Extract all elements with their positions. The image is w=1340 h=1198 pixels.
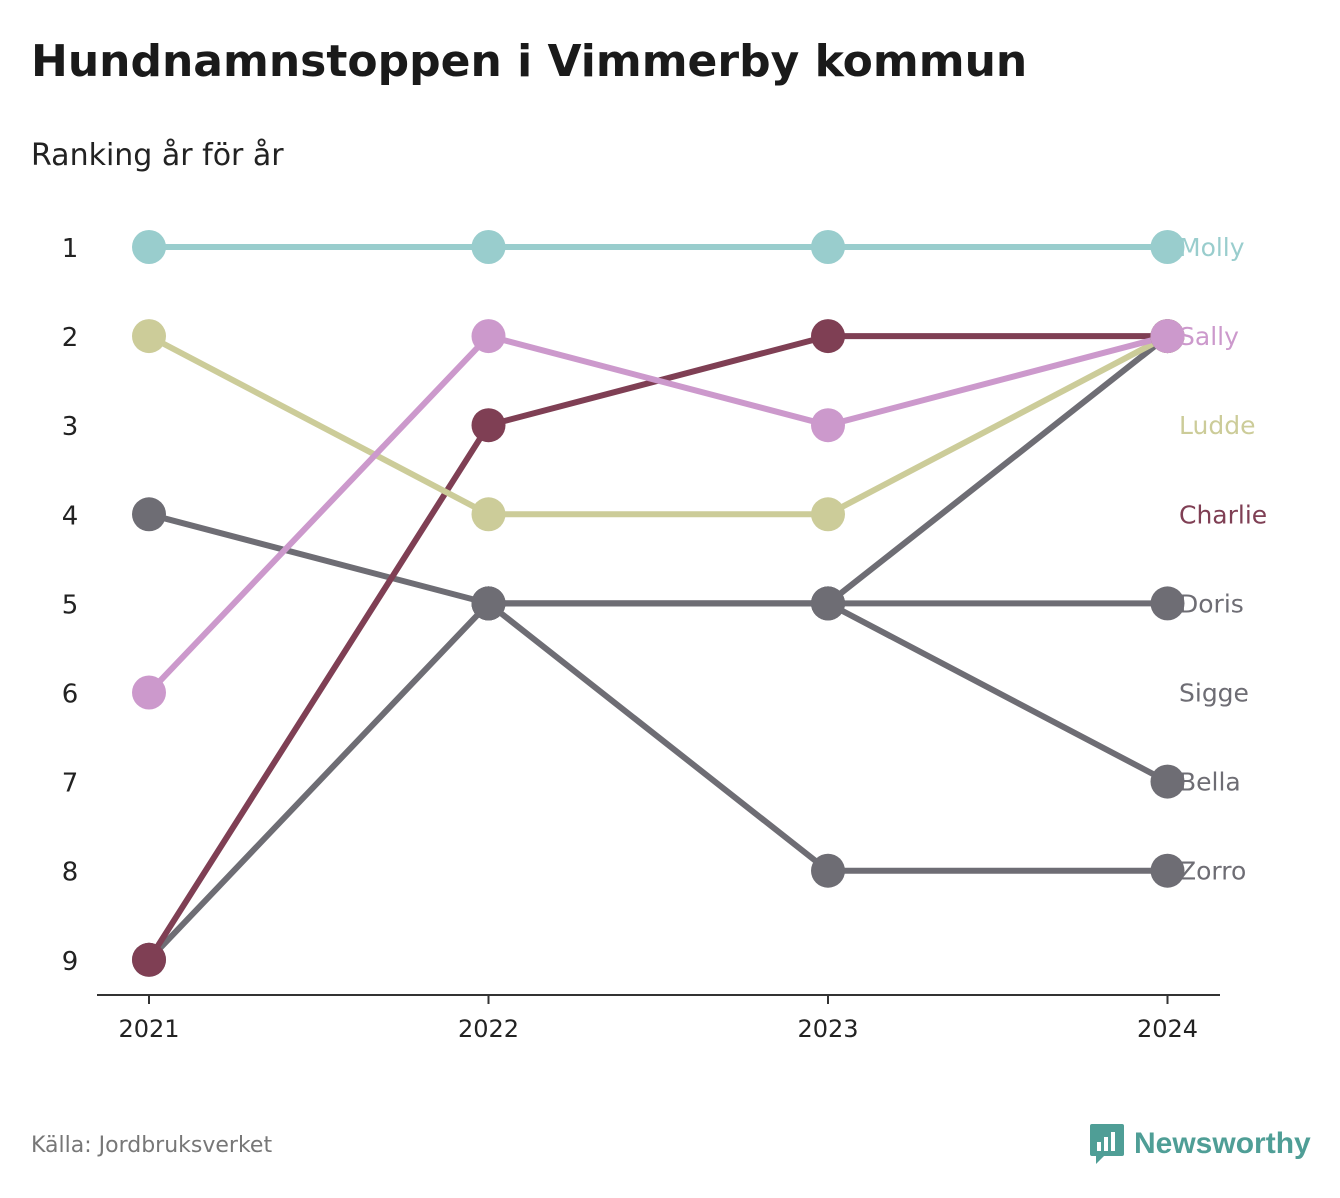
chart-subtitle: Ranking år för år [31,138,284,173]
point-ludde [811,497,845,532]
series-label-molly: Molly [1179,233,1245,262]
point-ludde [132,319,166,354]
series-label-ludde: Ludde [1179,411,1255,440]
point-molly [132,230,166,264]
point-ludde [471,497,506,532]
y-tick-label: 5 [62,590,79,620]
series-label-sigge: Sigge [1179,679,1249,708]
point-sally [1150,319,1185,354]
series-label-charlie: Charlie [1179,500,1267,529]
point-charlie [471,408,506,443]
point-molly [811,230,845,264]
point-sally [471,319,506,354]
x-tick-label: 2022 [458,1015,519,1043]
y-tick-label: 7 [62,769,79,799]
point-doris [1150,586,1185,621]
series-label-zorro: Zorro [1179,857,1246,886]
source-note: Källa: Jordbruksverket [31,1133,273,1158]
series-line-ludde [146,333,1171,518]
series-line-zorro [485,600,1171,874]
series-line-sigge [146,333,1171,963]
x-tick-label: 2021 [118,1015,179,1043]
point-bella [1150,764,1185,799]
y-tick-label: 9 [62,947,79,977]
series-line-charlie [146,333,1171,963]
series-label-sally: Sally [1179,322,1239,351]
point-sally [132,675,166,710]
point-molly [471,230,506,264]
brand-name: Newsworthy [1134,1127,1311,1160]
x-tick-label: 2023 [797,1015,858,1043]
series-label-bella: Bella [1179,768,1241,797]
series-label-doris: Doris [1179,589,1244,618]
y-tick-label: 6 [62,680,79,710]
y-tick-label: 8 [62,858,79,888]
series-line-bella [485,600,1171,785]
x-tick-label: 2024 [1137,1015,1198,1043]
series-line-doris [146,511,1171,607]
y-tick-label: 4 [62,501,79,531]
point-charlie [811,319,845,354]
point-doris [132,497,166,532]
newsworthy-logo-icon [1090,1124,1124,1164]
point-zorro [1150,853,1185,888]
y-tick-label: 1 [62,234,79,264]
y-tick-label: 3 [62,412,79,442]
point-sally [811,408,845,443]
chart-title: Hundnamnstoppen i Vimmerby kommun [31,36,1028,87]
point-molly [1150,230,1185,264]
series-line-sally [146,333,1171,696]
newsworthy-brand: Newsworthy [1090,1124,1311,1164]
y-tick-label: 2 [62,323,79,353]
point-charlie [132,942,166,977]
point-doris [471,586,506,621]
point-doris [811,586,845,621]
point-zorro [811,853,845,888]
